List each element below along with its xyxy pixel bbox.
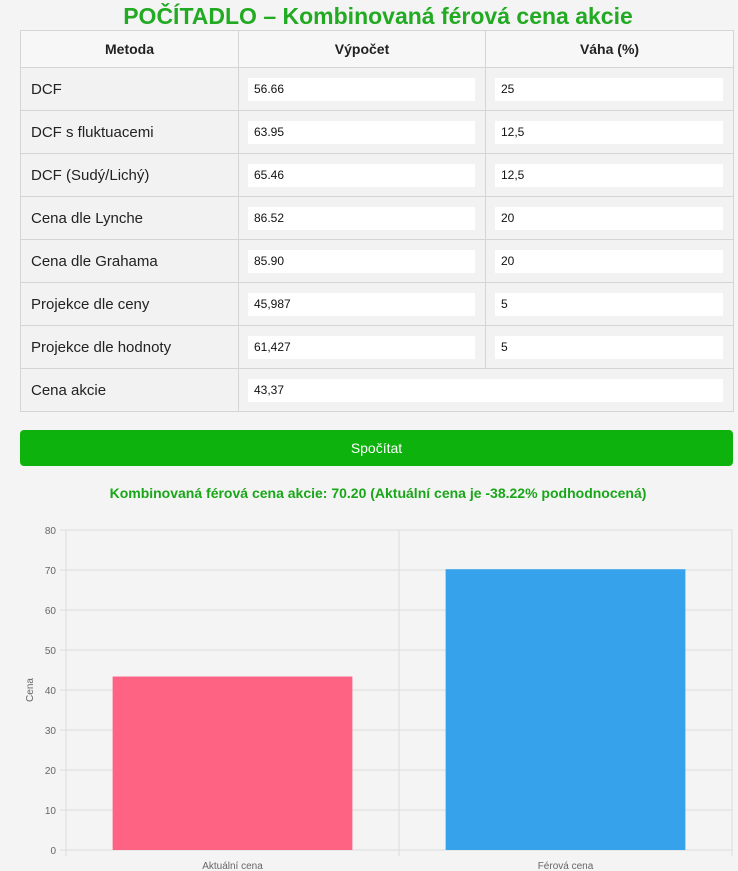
column-header-weight: Váha (%) xyxy=(485,30,734,68)
column-header-method: Metoda xyxy=(20,30,239,68)
price-chart: 0 10 20 30 40 50 60 70 80 Aktuální cena Férová ce… xyxy=(25,526,733,871)
chart-bars xyxy=(112,569,686,850)
y-tick-label: 50 xyxy=(45,646,57,657)
calculation-input[interactable] xyxy=(248,77,475,101)
table-row: DCF s fluktuacemi xyxy=(20,110,734,154)
calculate-button[interactable]: Spočítat xyxy=(20,430,733,466)
result-text: Kombinovaná férová cena akcie: 70.20 (Ak… xyxy=(109,485,647,501)
page-title: POČÍTADLO – Kombinovaná férová cena akci… xyxy=(123,3,633,29)
x-tick-label: Aktuální cena xyxy=(202,861,263,871)
weight-input[interactable] xyxy=(495,249,723,273)
y-axis-ticks: 0 10 20 30 40 50 60 70 80 xyxy=(45,526,57,857)
y-tick-label: 0 xyxy=(50,846,56,857)
column-header-calculation: Výpočet xyxy=(238,30,486,68)
calculation-input[interactable] xyxy=(248,249,475,273)
y-axis-label: Cena xyxy=(25,678,36,702)
weight-input[interactable] xyxy=(495,163,723,187)
method-label: Cena dle Grahama xyxy=(20,239,239,283)
weight-input[interactable] xyxy=(495,77,723,101)
bar-current-price xyxy=(112,676,353,850)
y-tick-label: 30 xyxy=(45,726,57,737)
bar-fair-price xyxy=(445,569,686,850)
calculation-input[interactable] xyxy=(248,163,475,187)
table-row: Cena dle Lynche xyxy=(20,196,734,240)
stock-price-input[interactable] xyxy=(248,378,723,402)
calculation-input[interactable] xyxy=(248,206,475,230)
table-row: DCF (Sudý/Lichý) xyxy=(20,153,734,197)
x-axis-ticks: Aktuální cena Férová cena xyxy=(202,861,594,871)
weight-input[interactable] xyxy=(495,120,723,144)
weight-input[interactable] xyxy=(495,335,723,359)
method-label: Projekce dle ceny xyxy=(20,282,239,326)
table-row: Projekce dle hodnoty xyxy=(20,325,734,369)
table-row: Projekce dle ceny xyxy=(20,282,734,326)
y-tick-label: 60 xyxy=(45,606,57,617)
method-label: Projekce dle hodnoty xyxy=(20,325,239,369)
x-tick-label: Férová cena xyxy=(538,861,594,871)
y-tick-label: 70 xyxy=(45,566,57,577)
calculation-input[interactable] xyxy=(248,335,475,359)
price-row: Cena akcie xyxy=(20,368,734,412)
weight-input[interactable] xyxy=(495,206,723,230)
method-label: DCF s fluktuacemi xyxy=(20,110,239,154)
method-label: DCF (Sudý/Lichý) xyxy=(20,153,239,197)
price-label: Cena akcie xyxy=(20,368,239,412)
method-label: DCF xyxy=(20,67,239,111)
weight-input[interactable] xyxy=(495,292,723,316)
method-label: Cena dle Lynche xyxy=(20,196,239,240)
y-tick-label: 80 xyxy=(45,526,57,537)
valuation-table: Metoda Výpočet Váha (%) DCF DCF s fluktu… xyxy=(20,30,734,412)
table-header-row: Metoda Výpočet Váha (%) xyxy=(20,30,734,68)
table-row: Cena dle Grahama xyxy=(20,239,734,283)
y-tick-label: 20 xyxy=(45,766,57,777)
y-tick-label: 40 xyxy=(45,686,57,697)
calculation-input[interactable] xyxy=(248,292,475,316)
calculation-input[interactable] xyxy=(248,120,475,144)
y-tick-label: 10 xyxy=(45,806,57,817)
table-row: DCF xyxy=(20,67,734,111)
